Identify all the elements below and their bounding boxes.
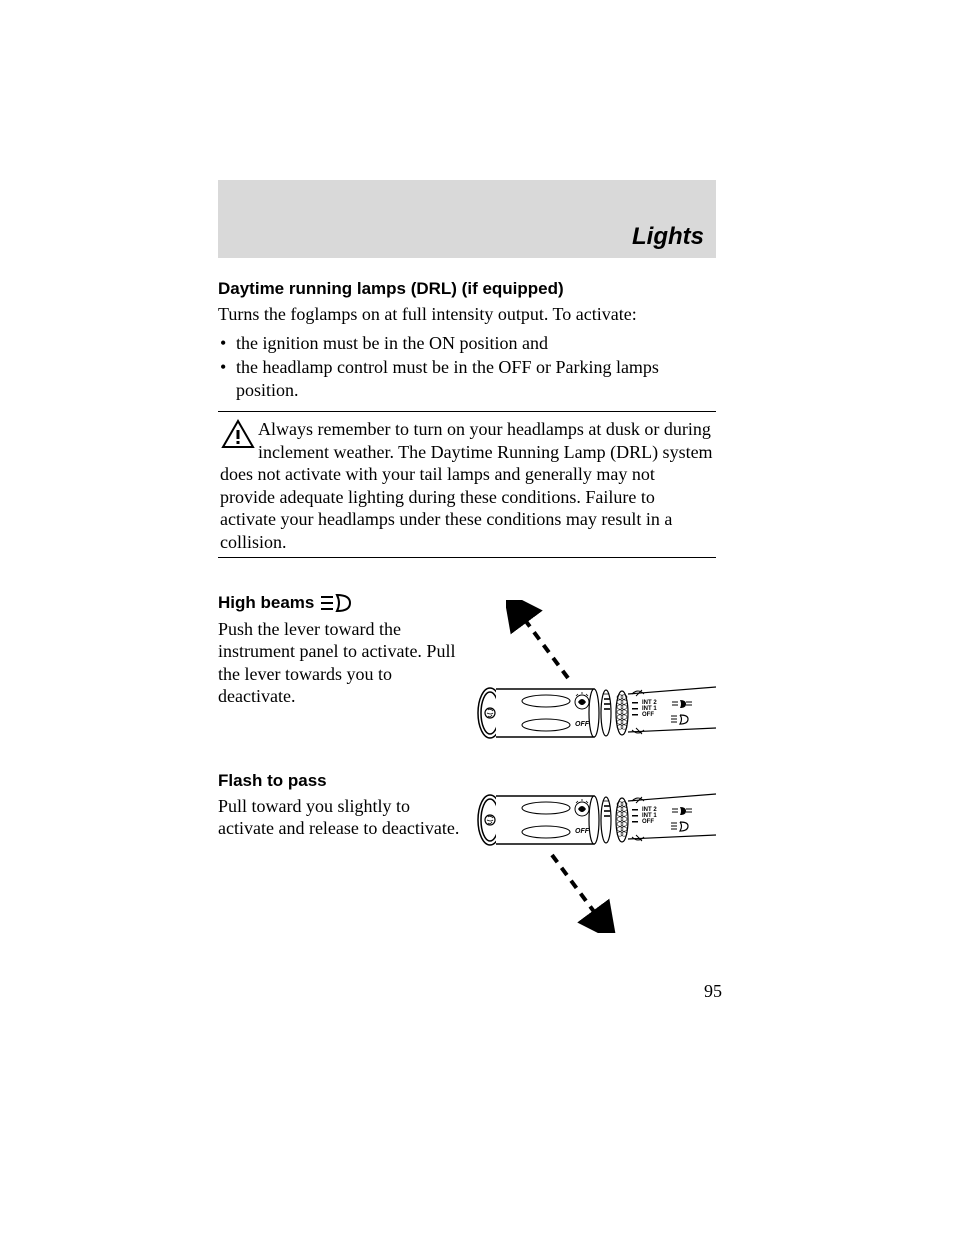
page-number: 95 (704, 980, 722, 1003)
caution-box: Always remember to turn on your headlamp… (218, 411, 716, 558)
push-arrow-icon (506, 600, 586, 696)
high-beams-text: Push the lever toward the instrument pan… (218, 618, 466, 742)
drl-heading: Daytime running lamps (DRL) (if equipped… (218, 278, 716, 299)
drl-bullet: the headlamp control must be in the OFF … (218, 356, 716, 401)
lever-diagram-icon (476, 684, 716, 742)
flash-figure: INT 2 INT 1 OFF OFF (476, 795, 716, 849)
drl-bullet-list: the ignition must be in the ON position … (218, 332, 716, 402)
lever-diagram-icon (476, 791, 716, 849)
chapter-title: Lights (632, 222, 704, 252)
lever-label-off-small: OFF (642, 819, 654, 825)
lever-label-off: OFF (575, 721, 589, 730)
drl-intro: Turns the foglamps on at full intensity … (218, 303, 716, 326)
lever-label-off: OFF (575, 828, 589, 837)
high-beam-icon (320, 593, 354, 613)
caution-text-first: Always remember to turn on your headlamp… (258, 418, 714, 463)
pull-arrow-icon (536, 843, 616, 939)
lever-label-off-small: OFF (642, 712, 654, 718)
chapter-header-band: Lights (218, 180, 716, 258)
page-content: Daytime running lamps (DRL) (if equipped… (218, 278, 716, 849)
drl-bullet: the ignition must be in the ON position … (218, 332, 716, 355)
flash-text: Pull toward you slightly to activate and… (218, 795, 466, 849)
warning-triangle-icon (220, 418, 258, 452)
high-beams-heading: High beams (218, 592, 314, 613)
caution-text-rest: does not activate with your tail lamps a… (220, 463, 714, 553)
high-beams-figure: INT 2 INT 1 OFF OFF (476, 618, 716, 742)
flash-heading: Flash to pass (218, 770, 716, 791)
